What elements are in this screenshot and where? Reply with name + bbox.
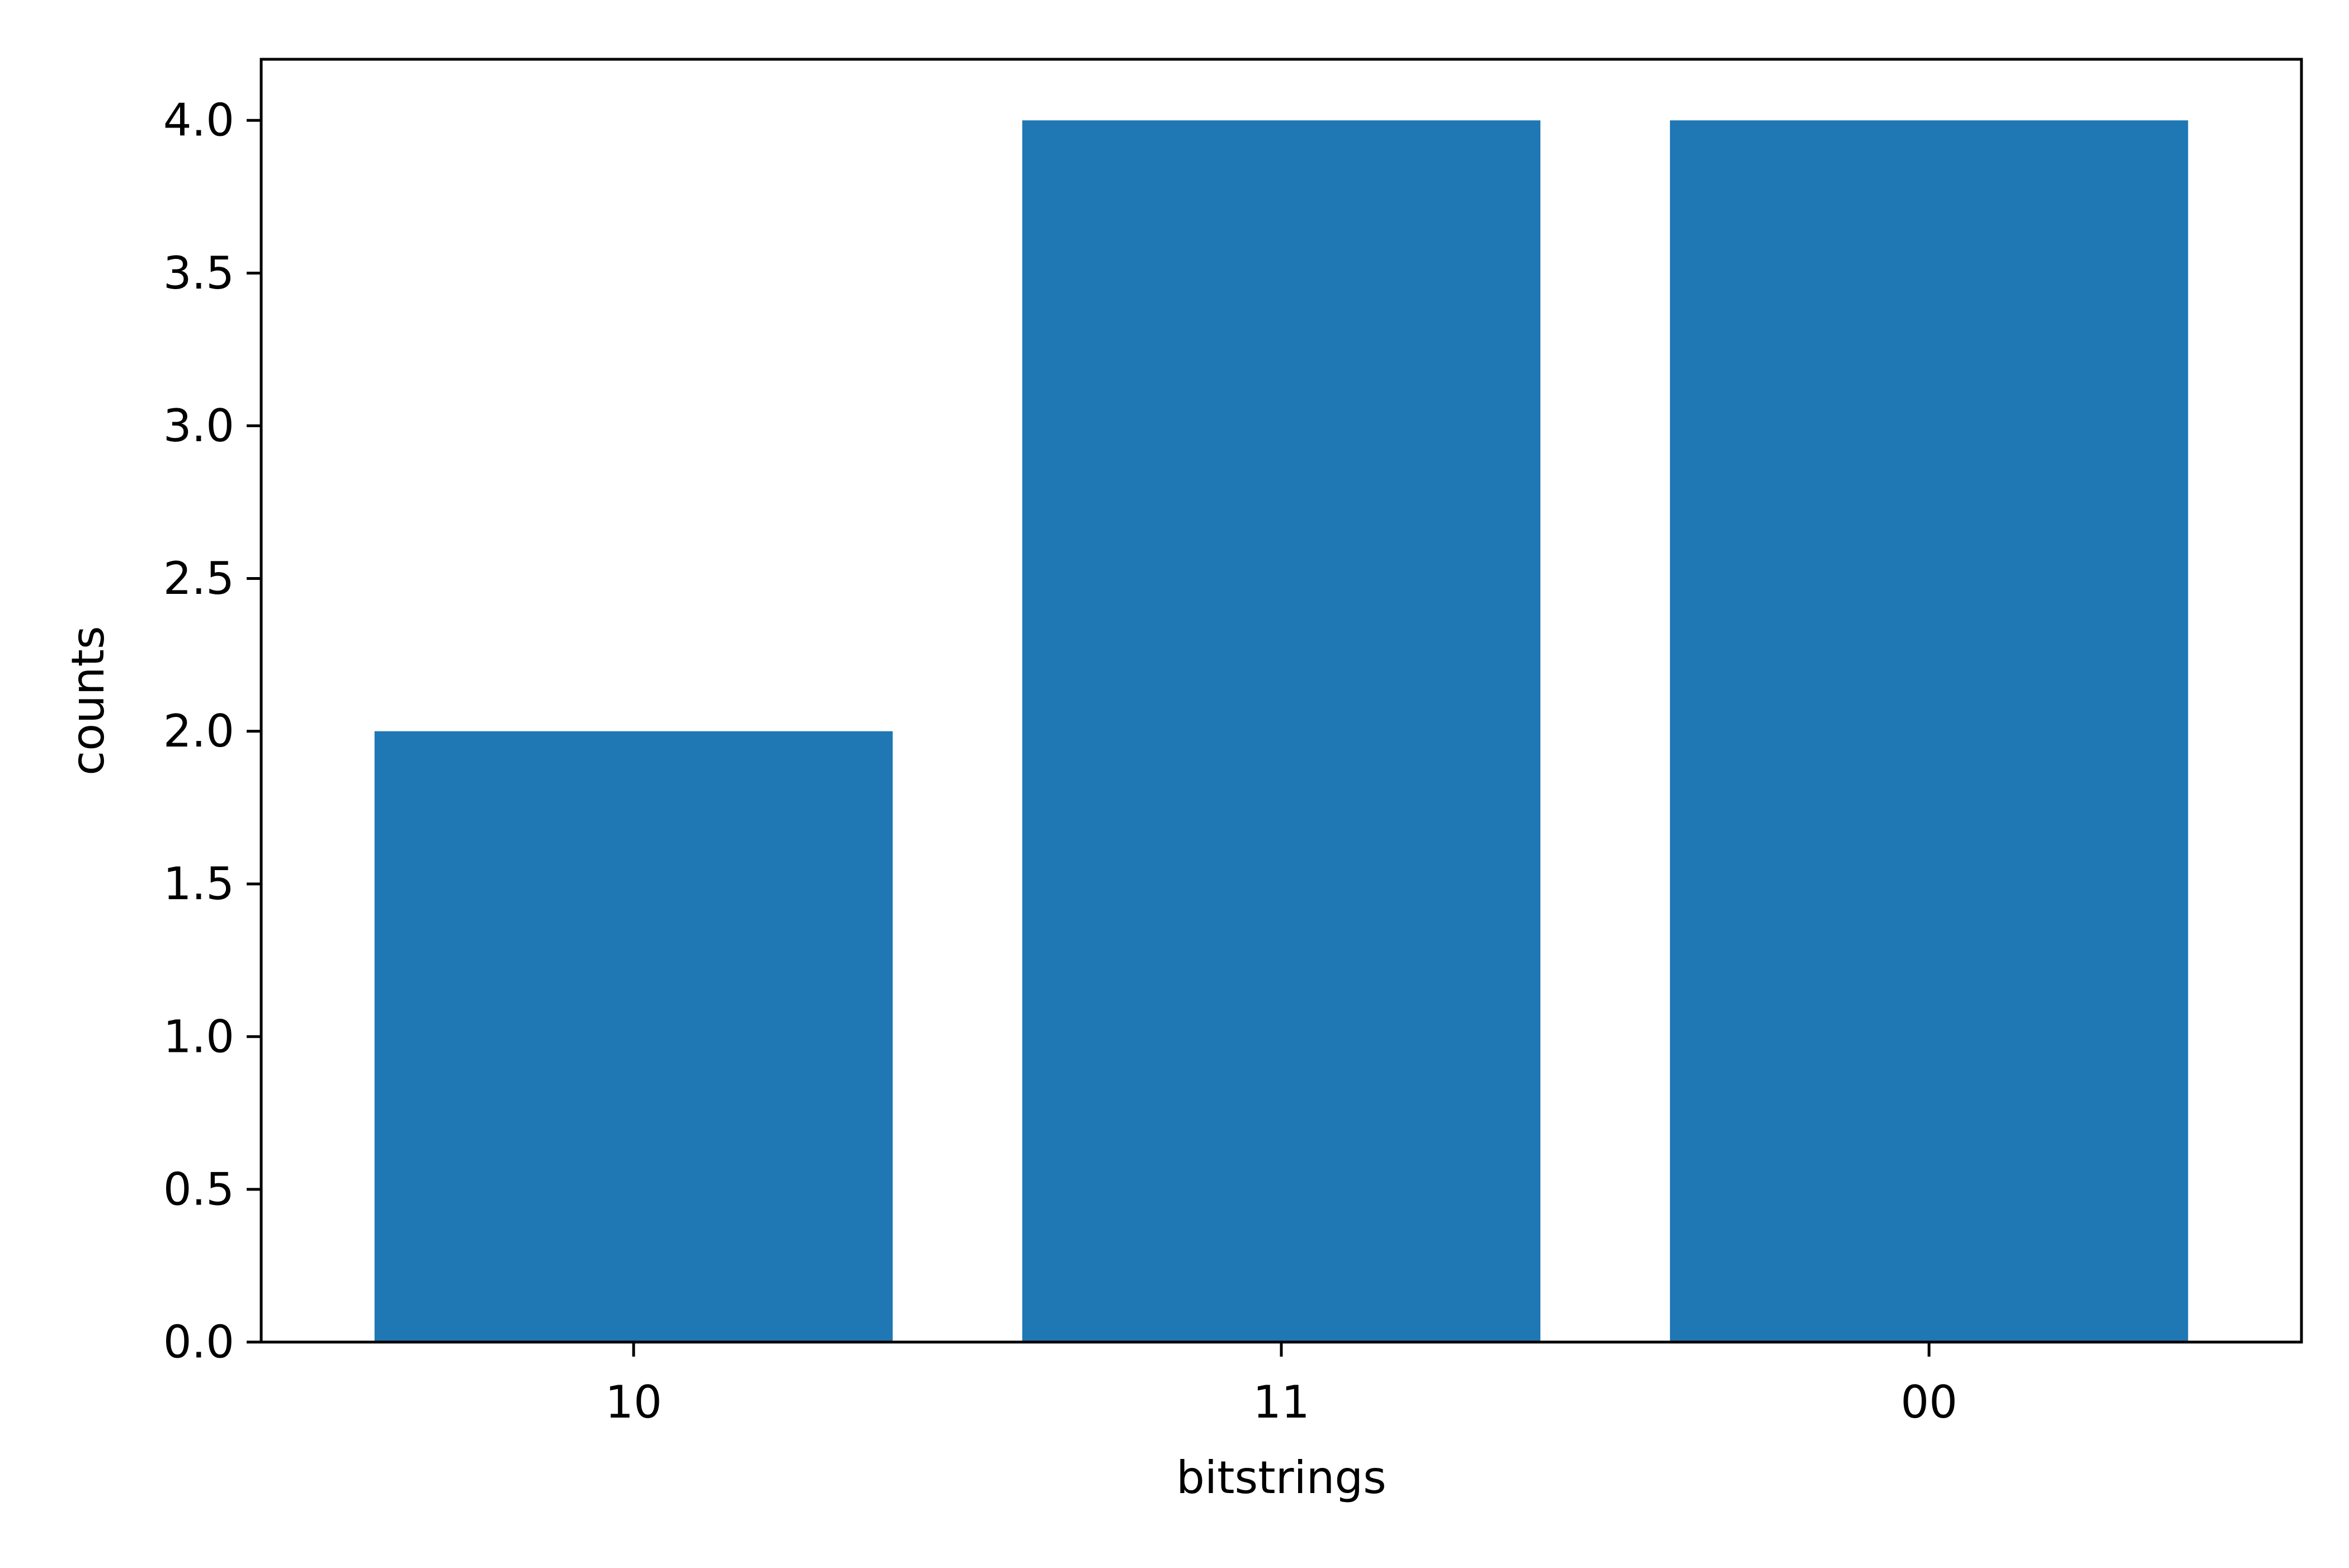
y-tick-label: 1.0 bbox=[163, 1010, 234, 1062]
bars-layer bbox=[374, 120, 2188, 1343]
x-axis-label: bitstrings bbox=[1176, 1452, 1386, 1504]
x-axis-ticks: 10 11 00 bbox=[605, 1342, 1958, 1428]
x-tick-label: 11 bbox=[1253, 1376, 1310, 1428]
y-tick-label: 1.5 bbox=[163, 858, 234, 910]
y-tick-label: 0.0 bbox=[163, 1316, 234, 1368]
bar-10 bbox=[374, 731, 893, 1342]
y-tick-label: 2.5 bbox=[163, 552, 234, 604]
y-tick-label: 3.0 bbox=[163, 400, 234, 452]
y-tick-label: 3.5 bbox=[163, 247, 234, 299]
axes-frame bbox=[260, 58, 2303, 1344]
y-axis-ticks: 0.0 0.5 1.0 1.5 2.0 2.5 3.0 3.5 4.0 bbox=[163, 95, 261, 1368]
y-tick-label: 4.0 bbox=[163, 95, 234, 147]
y-tick-label: 2.0 bbox=[163, 705, 234, 757]
bar-11 bbox=[1022, 120, 1541, 1343]
y-axis-label: counts bbox=[62, 626, 114, 775]
x-tick-label: 10 bbox=[605, 1376, 662, 1428]
bar-00 bbox=[1669, 120, 2188, 1343]
x-tick-label: 00 bbox=[1900, 1376, 1958, 1428]
y-tick-label: 0.5 bbox=[163, 1163, 234, 1215]
